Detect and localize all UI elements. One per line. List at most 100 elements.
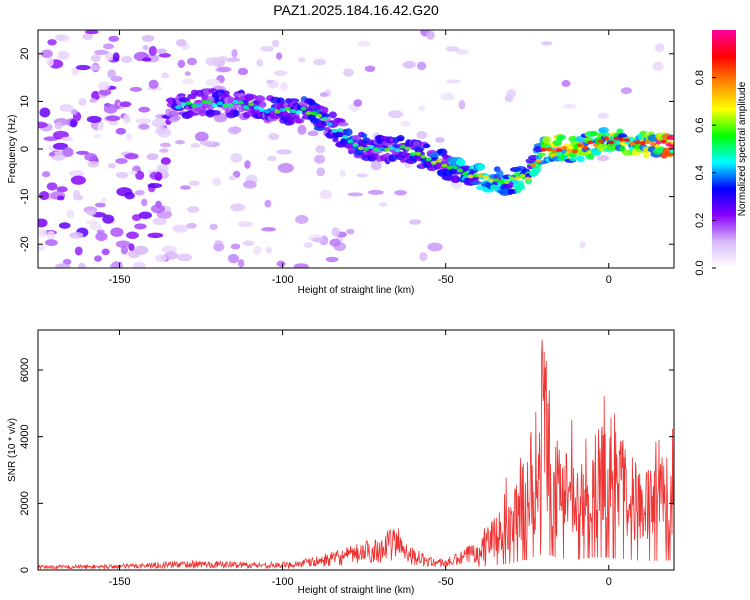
spectrogram-blob [519,173,526,178]
spectrogram-blob [138,106,151,113]
spectrogram-blob [94,49,109,55]
spectrogram-blob [273,70,288,77]
spectrogram-blob [410,152,417,157]
spectrogram-blob [540,41,553,46]
spectrogram-blob [295,118,302,124]
spectrogram-blob [326,122,333,127]
spectrogram-blob [218,55,227,61]
spectrogram-blob [425,157,432,162]
spectrogram-y-label: Frequency (Hz) [7,115,18,184]
spectrogram-blob [111,260,121,268]
spectrogram-blob [530,163,537,168]
spectrogram-blob [237,100,244,105]
spectrogram-blob [276,260,286,267]
spectrogram-blob [184,71,191,76]
spectrogram-y-tick-label: 10 [19,95,31,107]
snr-x-tick-label: -50 [438,576,454,588]
spectrogram-blob [347,192,364,197]
spectrogram-x-tick-label: -100 [272,274,294,286]
spectrogram-blob [275,52,283,60]
spectrogram-blob [462,171,469,176]
spectrogram-blob [455,158,466,167]
spectrogram-blob [357,40,371,47]
spectrogram-blob [115,127,127,135]
snr-x-tick-label: -150 [109,576,131,588]
spectrogram-blob [90,64,101,71]
spectrogram-blob [158,53,171,58]
spectrogram-blob [319,189,333,200]
spectrogram-blob [231,48,238,58]
spectrogram-blob [337,128,344,133]
spectrogram-blob [142,57,152,62]
snr-y-tick-label: 0 [19,567,31,573]
snr-line [38,339,674,570]
spectrogram-blob [86,209,96,216]
spectrogram-blob [72,189,81,198]
spectrogram-blob [70,175,86,185]
spectrogram-blob [247,94,257,100]
spectrogram-blob [315,105,325,110]
spectrogram-blob [264,199,272,208]
spectrogram-blob [396,134,405,142]
spectrogram-blob [290,109,297,114]
spectrogram-blob [666,134,674,141]
spectrogram-blob [624,138,631,143]
spectrogram-blob [82,33,94,41]
spectrogram-blob [589,130,598,136]
spectrogram-blob [188,180,200,186]
spectrogram-blob [445,46,460,52]
spectrogram-blob [201,99,208,104]
spectrogram-blob [328,111,337,119]
spectrogram-blob [537,152,546,157]
spectrogram-blob [436,158,443,163]
spectrogram-blob [146,153,159,161]
spectrogram-blob [94,202,106,208]
spectrogram-blob [389,146,396,151]
spectrogram-blob [415,151,422,156]
spectrogram-blob [274,109,281,114]
spectrogram-blob [524,176,531,181]
spectrogram-blob [103,43,115,50]
spectrogram-blob [232,99,239,104]
spectrogram-blob [155,253,167,263]
colorbar-tick-label: 0.8 [694,70,706,85]
spectrogram-blob [329,238,341,247]
spectrogram-blob [352,142,359,147]
spectrogram-blob [242,180,257,189]
spectrogram-blob [87,161,100,168]
colorbar: 0.0 0.2 0.4 0.6 0.8 Normalized spectral ampl… [694,30,748,276]
spectrogram-blob [206,100,213,105]
spectrogram-blob [561,80,571,87]
spectrogram-blob [115,240,131,248]
spectrogram-blob [46,182,58,191]
spectrogram-blob [120,245,129,255]
spectrogram-blob [180,102,187,107]
figure-title: PAZ1.2025.184.16.42.G20 [273,2,439,18]
spectrogram-blob [378,202,388,207]
spectrogram-blob [70,109,78,115]
spectrogram-blob [440,92,455,101]
spectrogram-blob [297,57,306,63]
spectrogram-blob [498,179,505,184]
spectrogram-blob [194,131,209,142]
spectrogram-blob [227,126,241,135]
spectrogram-blob [458,99,466,110]
spectrogram-blob [48,152,56,157]
spectrogram-blob [268,133,280,141]
snr-x-tick-label: -100 [272,576,294,588]
spectrogram-blob [56,186,68,193]
spectrogram-blob [141,198,148,207]
spectrogram-blob [665,142,672,147]
spectrogram-blob [313,58,326,66]
spectrogram-y-tick-label: 20 [19,48,31,60]
spectrogram-blob [105,115,121,122]
spectrogram-blob [222,103,229,108]
spectrogram-blob [46,230,55,241]
spectrogram-x-tick-label: 0 [606,274,612,286]
spectrogram-blob [613,136,620,141]
spectrogram-blob [41,49,53,59]
spectrogram-blob [373,147,380,152]
spectrogram-blob [542,136,552,144]
spectrogram-blob [126,133,133,142]
